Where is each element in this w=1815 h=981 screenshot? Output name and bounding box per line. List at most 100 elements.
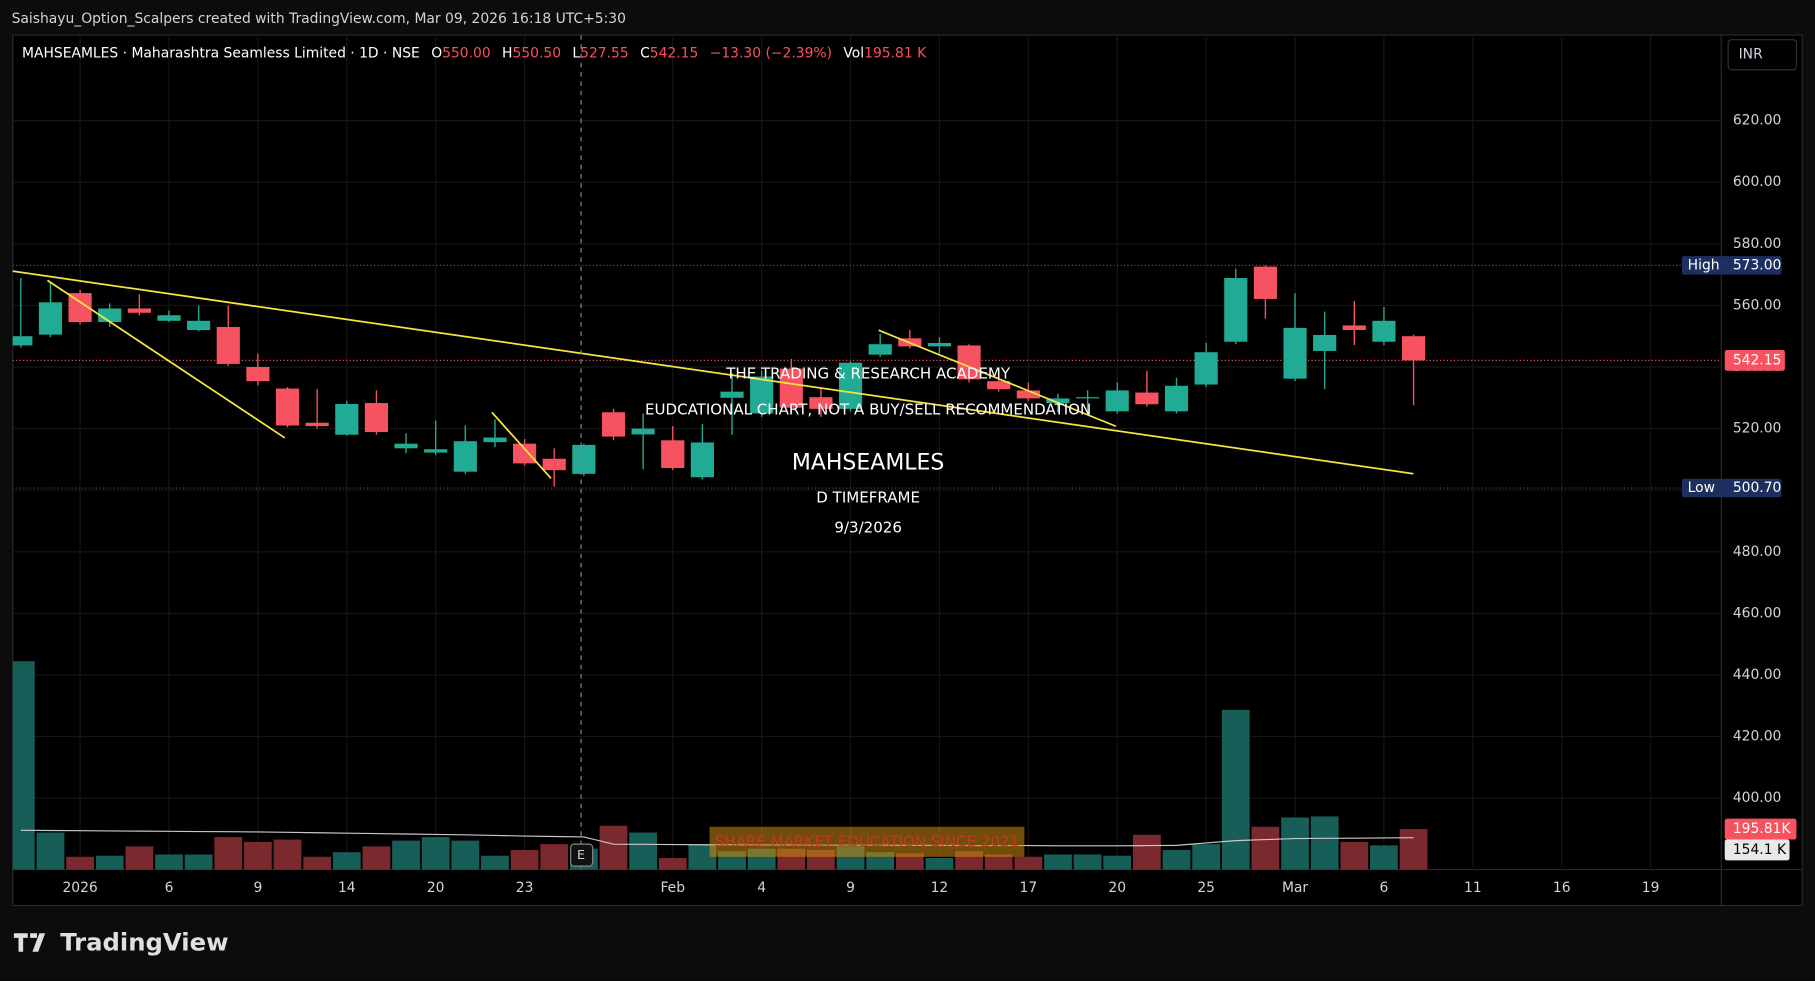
volume-bar: [392, 840, 420, 870]
candle-body: [1224, 277, 1248, 342]
legend-value: 195.81 K: [864, 46, 927, 62]
x-tick-label: 20: [427, 880, 445, 896]
volume-bar: [244, 841, 272, 870]
legend-key: Vol: [843, 46, 864, 62]
candle-body: [305, 422, 329, 427]
candle-body: [542, 458, 566, 471]
logo-text: TradingView: [60, 928, 228, 957]
volume-bar: [481, 855, 509, 870]
volume-ma-label: 154.1 K: [1733, 842, 1787, 858]
x-tick-label: 23: [516, 880, 534, 896]
volume-bar: [1310, 816, 1339, 870]
volume-bar: [155, 854, 183, 870]
x-tick-label: Feb: [660, 880, 685, 896]
currency-button[interactable]: [1727, 39, 1798, 71]
candle-body: [987, 381, 1011, 390]
x-tick-label: 9: [253, 880, 262, 896]
candle-body: [720, 391, 744, 398]
currency[interactable]: INR: [1739, 47, 1763, 63]
candle-body: [1342, 325, 1366, 331]
x-tick-label: 16: [1553, 880, 1571, 896]
x-tick-label: 6: [165, 880, 174, 896]
candle-body: [38, 302, 63, 335]
price-marker-box: [1681, 478, 1782, 498]
x-tick-label: 4: [757, 880, 766, 896]
earnings-marker[interactable]: E: [577, 848, 585, 863]
legend-value: 542.15: [650, 46, 699, 62]
overlay-line: MAHSEAMLES: [792, 450, 945, 475]
candle-body: [631, 428, 655, 435]
overlay-text: THE TRADING & RESEARCH ACADEMY EUDCATION…: [645, 365, 1091, 537]
volume-bar: [984, 854, 1013, 870]
logo: TradingView: [13, 928, 229, 957]
candle-body: [1105, 390, 1129, 412]
overlay-line: THE TRADING & RESEARCH ACADEMY: [725, 365, 1011, 383]
last-price-label: 542.15: [1733, 352, 1782, 368]
volume-bar: [925, 858, 954, 870]
candle-body: [927, 342, 952, 347]
volume-bar: [421, 837, 450, 870]
volume-bar: [125, 846, 154, 870]
x-tick-label: 9: [846, 880, 855, 896]
volume-bar: [1281, 817, 1309, 870]
volume-bar: [540, 844, 569, 870]
y-tick-label: 480.00: [1733, 544, 1782, 560]
volume-bar: [1192, 844, 1221, 870]
y-tick-label: 580.00: [1733, 236, 1782, 252]
earnings-box[interactable]: [570, 843, 594, 867]
volume-bar: [1132, 834, 1161, 870]
candle-body: [513, 443, 537, 464]
candle-body: [868, 344, 892, 355]
legend-key: H: [502, 46, 512, 62]
candle-body: [1283, 327, 1307, 379]
candle-body: [157, 315, 181, 321]
candle-body: [750, 376, 774, 414]
candle-body: [838, 362, 863, 409]
candle-body: [394, 443, 418, 449]
volume-bar: [599, 825, 628, 870]
candle-body: [246, 366, 270, 382]
grid: [12, 35, 1722, 870]
volume-bar: [12, 661, 35, 870]
x-tick-label: 12: [931, 880, 949, 896]
x-tick-label: 6: [1380, 880, 1389, 896]
candle-body: [424, 449, 448, 453]
logo-mark: [13, 933, 46, 952]
x-tick-label: 14: [338, 880, 356, 896]
y-tick-label: 520.00: [1733, 421, 1782, 437]
price-marker-name: High: [1688, 257, 1720, 273]
legend-change: −13.30 (−2.39%): [710, 46, 832, 62]
trend-line: [12, 270, 1414, 475]
candle-body: [1313, 334, 1337, 351]
axes: 400.00420.00440.00460.00480.00500.00520.…: [62, 113, 1797, 896]
price-marker-name: Low: [1688, 480, 1715, 496]
volume-bar: [895, 853, 924, 870]
volume-bar: [510, 849, 539, 870]
candle-body: [187, 320, 211, 331]
legend: MAHSEAMLES · Maharashtra Seamless Limite…: [22, 46, 927, 62]
candle-body: [779, 368, 803, 408]
candle-body: [1046, 398, 1070, 404]
volume-bar: [1073, 854, 1102, 870]
candle-body: [1076, 397, 1100, 399]
y-tick-label: 420.00: [1733, 729, 1782, 745]
candle-body: [483, 437, 507, 443]
candle-body: [1194, 352, 1218, 385]
volume-bar: [1014, 856, 1043, 870]
banner-box: [709, 826, 1025, 857]
legend-value: 550.00: [442, 46, 491, 62]
legend-key: C: [640, 46, 650, 62]
volume-bar: [1044, 854, 1072, 870]
volume-bar: [362, 846, 391, 870]
price-marker-box: [1681, 256, 1782, 275]
overlay-line: EUDCATIONAL CHART, NOT A BUY/SELL RECOMM…: [645, 401, 1091, 419]
legend-key: L: [572, 46, 580, 62]
chart-frame: [12, 34, 1803, 907]
volume-bar: [95, 855, 124, 870]
overlay-line: D TIMEFRAME: [816, 489, 920, 507]
x-tick-label: Mar: [1282, 880, 1308, 896]
candle-body: [1401, 336, 1426, 361]
watermark: Saishayu_Option_Scalpers created with Tr…: [12, 11, 626, 27]
x-tick-label: 25: [1197, 880, 1215, 896]
volume-bar: [36, 832, 65, 870]
